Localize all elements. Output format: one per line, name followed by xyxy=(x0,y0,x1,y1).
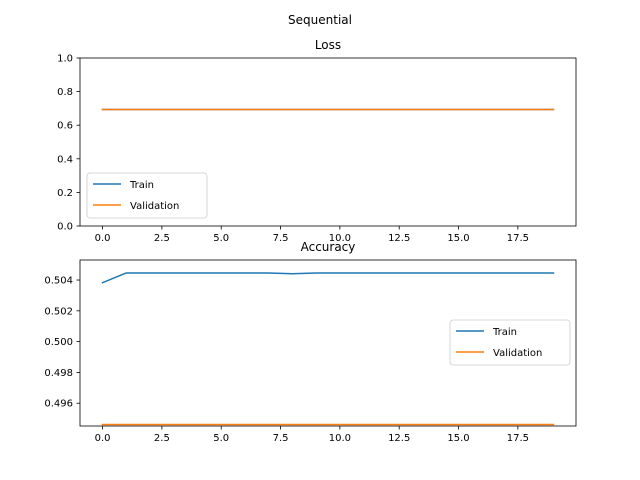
subplot-loss: 0.0 2.5 5.0 7.5 10.0 12.5 15.0 17.5 0.0 0.2 0.4 0.6… xyxy=(57,38,577,244)
y-tick-label: 0.500 xyxy=(44,337,73,348)
legend-label-validation: Validation xyxy=(130,201,179,212)
x-tick-label: 15.0 xyxy=(447,433,469,444)
x-tick-label: 2.5 xyxy=(154,233,170,244)
series-line-train xyxy=(101,272,555,284)
x-tick-label: 0.0 xyxy=(95,433,111,444)
x-tick-label: 2.5 xyxy=(154,433,170,444)
x-tick-label: 7.5 xyxy=(273,433,289,444)
axes-frame xyxy=(79,57,577,227)
x-tick-label: 17.5 xyxy=(507,433,529,444)
y-tick-label: 1.0 xyxy=(57,54,73,65)
subplot-title: Accuracy xyxy=(301,240,356,254)
legend-label-train: Train xyxy=(129,180,154,191)
x-tick-label: 5.0 xyxy=(213,233,229,244)
x-tick-label: 10.0 xyxy=(329,233,351,244)
x-tick-label: 0.0 xyxy=(95,233,111,244)
y-tick-label: 0.496 xyxy=(44,399,73,410)
y-tick-label: 0.2 xyxy=(57,188,73,199)
legend-label-train: Train xyxy=(492,327,517,338)
subplot-accuracy: 0.0 2.5 5.0 7.5 10.0 12.5 15.0 17.5 0.496 0.498 0.… xyxy=(44,240,577,444)
y-tick-label: 0.0 xyxy=(57,222,73,233)
y-tick-label: 0.8 xyxy=(57,87,73,98)
y-tick-label: 0.504 xyxy=(44,276,73,287)
y-tick-label: 0.498 xyxy=(44,368,73,379)
chart-layer: 0.0 2.5 5.0 7.5 10.0 12.5 15.0 17.5 0.0 0.2 0.4 0.6… xyxy=(44,38,577,444)
legend: Train Validation xyxy=(86,172,208,219)
legend: Train Validation xyxy=(449,319,571,366)
x-tick-label: 5.0 xyxy=(213,433,229,444)
y-tick-label: 0.6 xyxy=(57,121,73,132)
x-tick-label: 15.0 xyxy=(447,233,469,244)
x-tick-label: 12.5 xyxy=(388,433,410,444)
x-tick-label: 12.5 xyxy=(388,233,410,244)
axes-frame xyxy=(79,259,577,427)
legend-label-validation: Validation xyxy=(493,348,542,359)
x-tick-label: 17.5 xyxy=(507,233,529,244)
x-tick-label: 10.0 xyxy=(329,433,351,444)
subplot-title: Loss xyxy=(315,38,341,52)
y-tick-label: 0.502 xyxy=(44,306,73,317)
figure-suptitle: Sequential xyxy=(288,13,352,27)
x-tick-label: 7.5 xyxy=(273,233,289,244)
y-tick-label: 0.4 xyxy=(57,154,73,165)
